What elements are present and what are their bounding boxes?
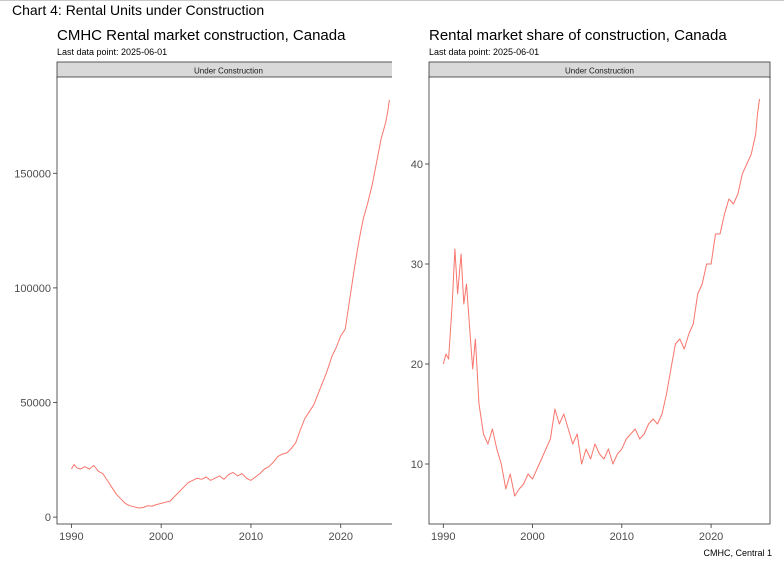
chart-rental-construction: CMHC Rental market construction, Canada L… — [14, 27, 392, 543]
x-tick-label: 2010 — [239, 531, 263, 543]
x-tick-label: 2010 — [610, 531, 634, 543]
y-tick-label: 50000 — [20, 398, 51, 410]
plot-panel — [428, 76, 771, 525]
chart-title: CMHC Rental market construction, Canada — [57, 27, 346, 44]
y-tick-label: 0 — [45, 512, 51, 524]
facet-label: Under Construction — [565, 67, 634, 76]
x-tick-label: 1990 — [431, 531, 455, 543]
y-tick-label: 30 — [411, 259, 423, 271]
y-tick-label: 100000 — [14, 283, 51, 295]
y-tick-label: 10 — [411, 459, 423, 471]
series-line — [442, 98, 760, 497]
chart-subtitle: Last data point: 2025-06-01 — [57, 47, 167, 57]
plot-panel — [56, 76, 392, 525]
chart-rental-share: Rental market share of construction, Can… — [411, 27, 771, 543]
series-line — [70, 99, 390, 509]
y-tick-label: 150000 — [14, 168, 51, 180]
x-tick-label: 2020 — [699, 531, 723, 543]
x-tick-label: 2000 — [149, 531, 173, 543]
chart-subtitle: Last data point: 2025-06-01 — [429, 47, 539, 57]
y-tick-label: 20 — [411, 359, 423, 371]
figure-title: Chart 4: Rental Units under Construction — [12, 2, 265, 18]
x-tick-label: 2020 — [328, 531, 352, 543]
chart-title: Rental market share of construction, Can… — [429, 27, 727, 44]
facet-label: Under Construction — [194, 67, 263, 76]
x-tick-label: 2000 — [520, 531, 544, 543]
source-credit: CMHC, Central 1 — [703, 548, 772, 558]
x-tick-label: 1990 — [59, 531, 83, 543]
y-tick-label: 40 — [411, 159, 423, 171]
top-border — [0, 0, 784, 1]
